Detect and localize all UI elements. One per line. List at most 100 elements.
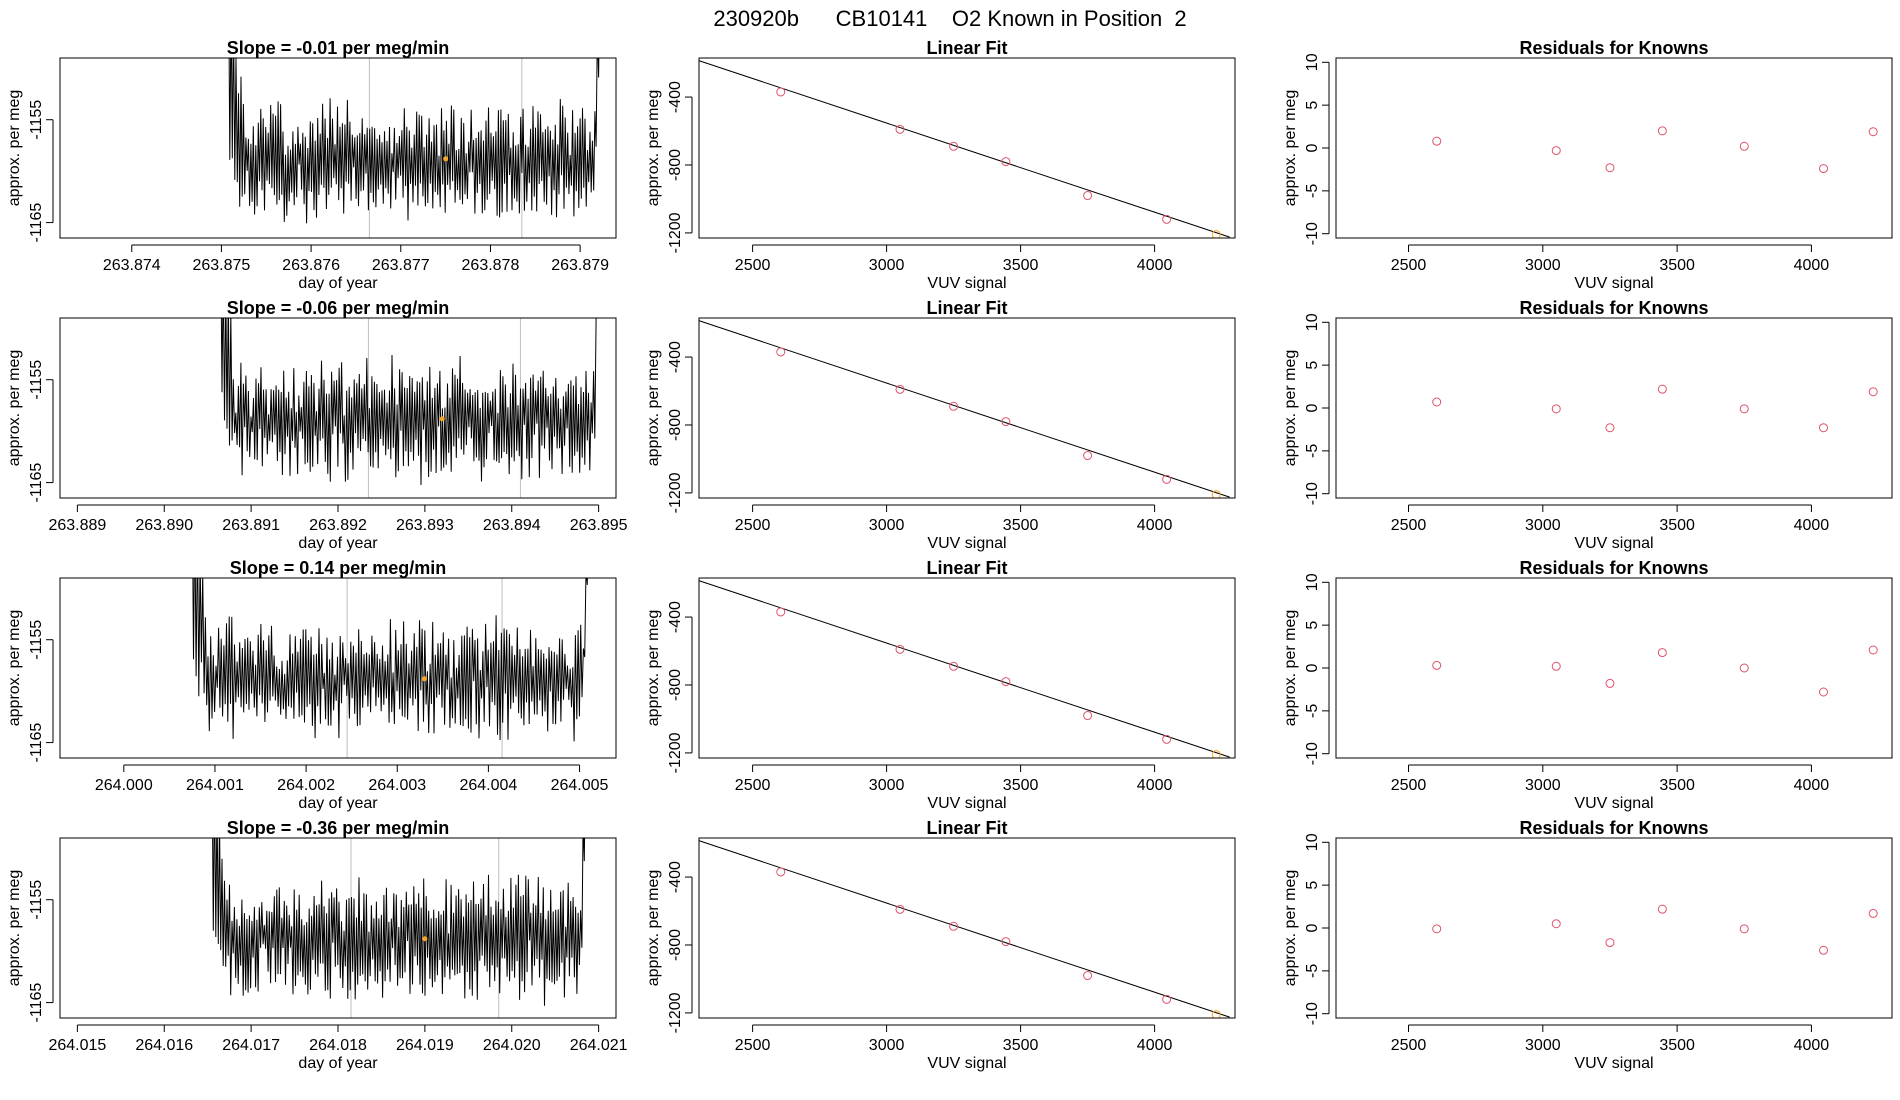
timeseries-3-marker xyxy=(422,676,428,682)
residuals-2-point-1 xyxy=(1551,404,1561,414)
linear-fit-3-x-tick-label-2: 3500 xyxy=(1003,777,1039,794)
timeseries-4-x-label: day of year xyxy=(298,1055,378,1072)
timeseries-3-x-tick-label-3: 264.003 xyxy=(368,777,426,794)
residuals-1-point-6 xyxy=(1868,127,1878,137)
timeseries-2-x-tick-label-1: 263.890 xyxy=(135,517,193,534)
timeseries-4-x-tick-label-6: 264.021 xyxy=(570,1037,628,1054)
residuals-4-point-5 xyxy=(1819,945,1829,955)
residuals-1-x-tick-label-1: 3000 xyxy=(1525,257,1561,274)
linear-fit-4-point-3 xyxy=(1001,937,1011,947)
timeseries-4-x-tick-label-4: 264.019 xyxy=(396,1037,454,1054)
residuals-1-y-tick-label-4: -10 xyxy=(1304,222,1321,245)
residuals-1-frame xyxy=(1335,57,1893,239)
linear-fit-2-frame xyxy=(698,317,1236,499)
residuals-3-point-4 xyxy=(1739,663,1749,673)
timeseries-3-x-tick-label-4: 264.004 xyxy=(459,777,517,794)
residuals-1-plot-area xyxy=(1432,126,1878,174)
timeseries-3-series-line xyxy=(192,578,588,742)
timeseries-4-y-tick-label-1: -1165 xyxy=(28,983,45,1023)
linear-fit-1-y-tick-label-0: -400 xyxy=(667,81,684,113)
residuals-4-y-label: approx. per meg xyxy=(1282,870,1299,987)
linear-fit-3-plot-area xyxy=(699,580,1230,758)
timeseries-2-x-tick-label-0: 263.889 xyxy=(48,517,106,534)
residuals-2-y-tick-label-1: 5 xyxy=(1304,361,1321,370)
residuals-2-y-tick-label-0: 10 xyxy=(1304,313,1321,331)
residuals-1-y-label: approx. per meg xyxy=(1282,90,1299,207)
residuals-1-x-tick-label-3: 4000 xyxy=(1794,257,1830,274)
linear-fit-3-fit-line xyxy=(699,580,1230,758)
linear-fit-4-x-tick-label-1: 3000 xyxy=(869,1037,905,1054)
linear-fit-2-point-1 xyxy=(895,384,905,394)
linear-fit-3-point-0 xyxy=(776,607,786,617)
residuals-2-point-4 xyxy=(1739,404,1749,414)
linear-fit-4-y-label: approx. per meg xyxy=(645,870,662,987)
linear-fit-1-fit-line xyxy=(699,60,1230,238)
residuals-3-y-tick-label-2: 0 xyxy=(1304,663,1321,672)
residuals-2-x-tick-label-2: 3500 xyxy=(1659,517,1695,534)
residuals-4-point-3 xyxy=(1657,904,1667,914)
linear-fit-2-point-4 xyxy=(1083,451,1093,461)
linear-fit-3-x-tick-label-1: 3000 xyxy=(869,777,905,794)
linear-fit-2-title: Linear Fit xyxy=(926,298,1007,318)
linear-fit-1-x-tick-label-3: 4000 xyxy=(1137,257,1173,274)
timeseries-1-plot-area xyxy=(228,58,600,238)
linear-fit-4-point-2 xyxy=(949,921,959,931)
linear-fit-3-x-tick-label-0: 2500 xyxy=(735,777,771,794)
residuals-3-x-label: VUV signal xyxy=(1574,795,1653,812)
residuals-2-point-2 xyxy=(1605,423,1615,433)
timeseries-4-marker xyxy=(422,936,428,942)
timeseries-4-x-tick-label-3: 264.018 xyxy=(309,1037,367,1054)
timeseries-1-title: Slope = -0.01 per meg/min xyxy=(227,38,450,58)
residuals-1-point-3 xyxy=(1657,126,1667,136)
timeseries-3-plot-area xyxy=(192,578,588,758)
timeseries-3-frame xyxy=(59,577,617,759)
residuals-4-y-tick-label-2: 0 xyxy=(1304,923,1321,932)
linear-fit-2-y-tick-label-0: -400 xyxy=(667,341,684,373)
linear-fit-1-point-5 xyxy=(1162,214,1172,224)
timeseries-3-x-tick-label-1: 264.001 xyxy=(186,777,244,794)
linear-fit-3-point-6 xyxy=(1211,750,1221,758)
linear-fit-1-point-2 xyxy=(949,141,959,151)
residuals-3-point-1 xyxy=(1551,661,1561,671)
timeseries-2-plot-area xyxy=(220,318,597,498)
timeseries-3-x-tick-label-0: 264.000 xyxy=(95,777,153,794)
linear-fit-1-point-3 xyxy=(1001,157,1011,167)
linear-fit-4-y-tick-label-0: -400 xyxy=(667,861,684,893)
timeseries-1-y-tick-label-0: -1155 xyxy=(28,100,45,140)
residuals-3-y-label: approx. per meg xyxy=(1282,610,1299,727)
timeseries-1-x-tick-label-2: 263.876 xyxy=(282,257,340,274)
timeseries-1-x-tick-label-1: 263.875 xyxy=(192,257,250,274)
linear-fit-1-plot-area xyxy=(699,60,1230,238)
timeseries-4-y-label: approx. per meg xyxy=(6,870,23,987)
residuals-4-y-tick-label-0: 10 xyxy=(1304,833,1321,851)
timeseries-2-marker xyxy=(439,416,445,422)
residuals-3-point-5 xyxy=(1819,687,1829,697)
timeseries-3-x-tick-label-2: 264.002 xyxy=(277,777,335,794)
linear-fit-1-frame xyxy=(698,57,1236,239)
timeseries-4-x-tick-label-1: 264.016 xyxy=(135,1037,193,1054)
residuals-3-x-tick-label-2: 3500 xyxy=(1659,777,1695,794)
timeseries-1-series-line xyxy=(228,58,600,224)
linear-fit-3-y-label: approx. per meg xyxy=(645,610,662,727)
timeseries-1-marker xyxy=(443,156,449,162)
residuals-2-point-0 xyxy=(1432,397,1442,407)
residuals-2-title: Residuals for Knowns xyxy=(1519,298,1708,318)
linear-fit-2-plot-area xyxy=(699,320,1230,498)
linear-fit-3-y-tick-label-1: -800 xyxy=(667,669,684,701)
linear-fit-1-x-label: VUV signal xyxy=(927,275,1006,292)
linear-fit-2-y-tick-label-1: -800 xyxy=(667,409,684,441)
residuals-3-point-0 xyxy=(1432,660,1442,670)
residuals-2-point-3 xyxy=(1657,384,1667,394)
linear-fit-1-point-1 xyxy=(895,124,905,134)
residuals-3-point-2 xyxy=(1605,678,1615,688)
residuals-3-x-tick-label-1: 3000 xyxy=(1525,777,1561,794)
timeseries-3-x-label: day of year xyxy=(298,795,378,812)
linear-fit-4-y-tick-label-1: -800 xyxy=(667,929,684,961)
timeseries-2-x-tick-label-2: 263.891 xyxy=(222,517,280,534)
linear-fit-2-point-5 xyxy=(1162,474,1172,484)
residuals-4-x-label: VUV signal xyxy=(1574,1055,1653,1072)
linear-fit-4-title: Linear Fit xyxy=(926,818,1007,838)
residuals-2-y-label: approx. per meg xyxy=(1282,350,1299,467)
residuals-1-point-4 xyxy=(1739,141,1749,151)
